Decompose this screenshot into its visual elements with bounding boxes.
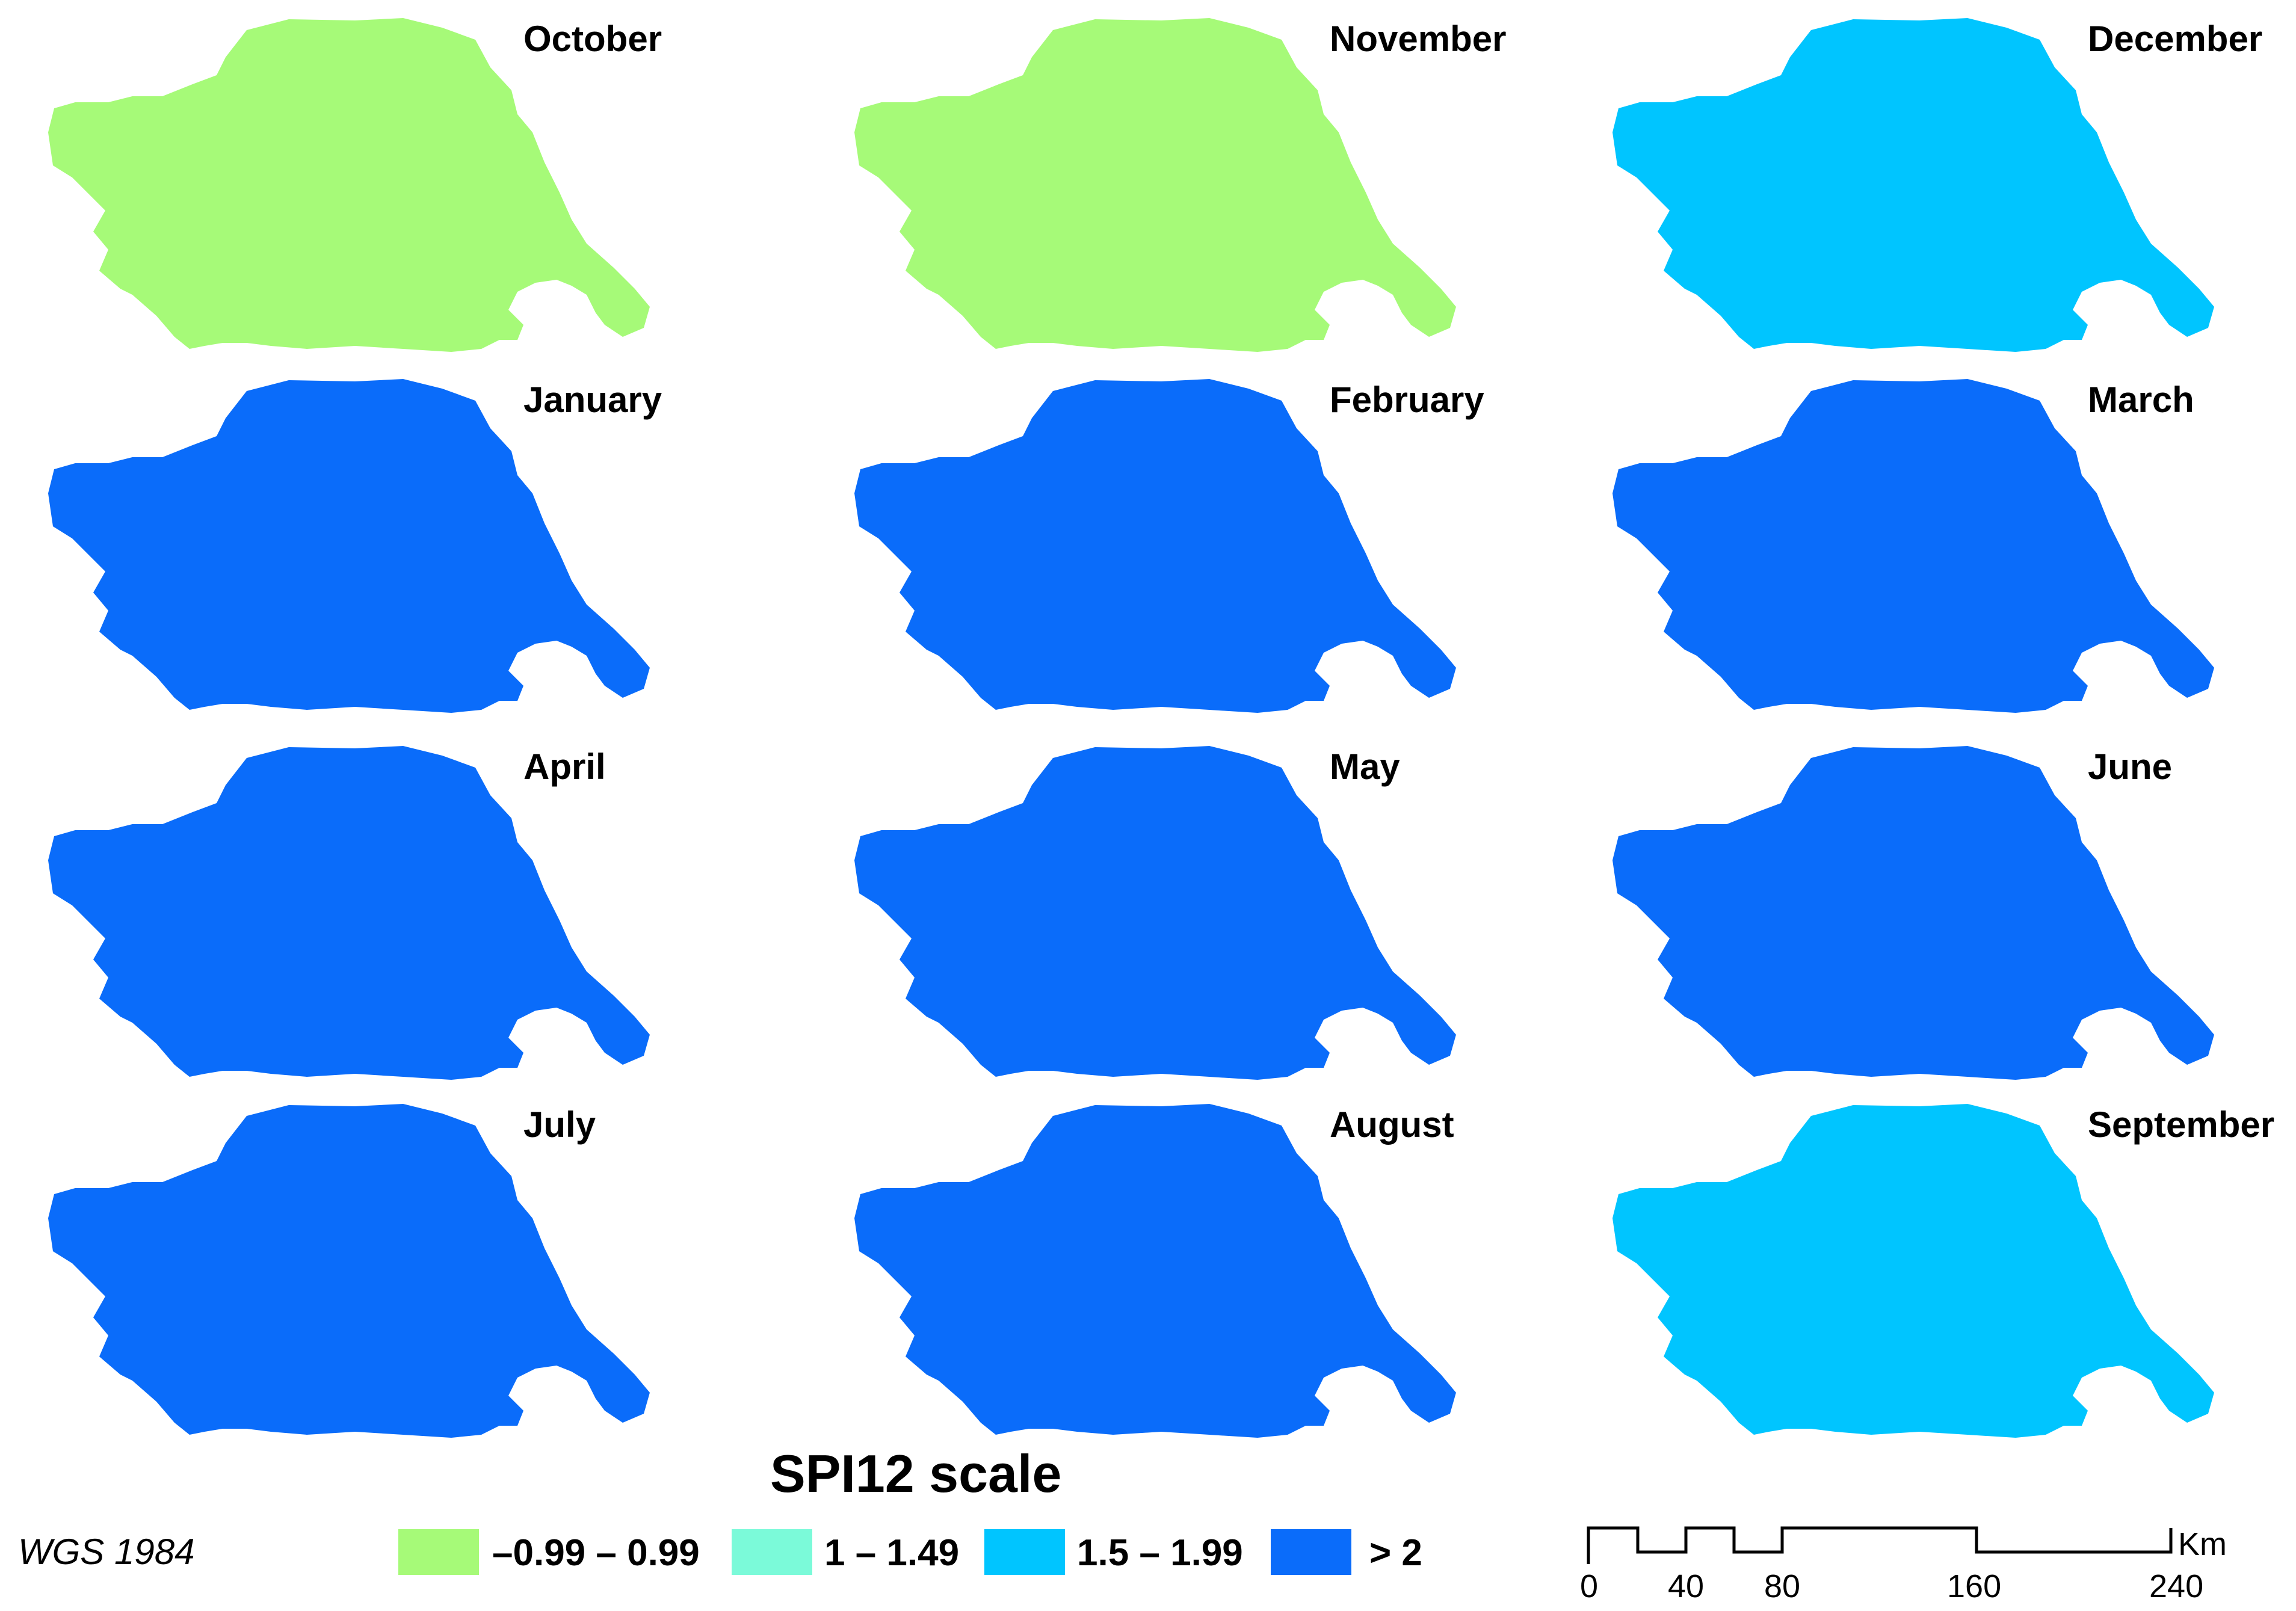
map-panel-august: August (854, 1104, 1456, 1438)
month-title: June (2088, 747, 2172, 787)
legend-swatch-class-3 (984, 1529, 1065, 1575)
map-panel-march: March (1612, 379, 2214, 713)
scale-tick-80: 80 (1764, 1568, 1800, 1604)
month-title: March (2088, 380, 2194, 420)
scale-tick-0: 0 (1580, 1568, 1598, 1604)
month-title: November (1330, 19, 1506, 59)
map-panel-december: December (1612, 18, 2262, 352)
legend-label-class-2: 1 – 1.49 (824, 1532, 959, 1574)
map-panel-may: May (854, 746, 1456, 1080)
month-title: August (1330, 1104, 1454, 1145)
scale-tick-240: 240 (2149, 1568, 2203, 1604)
month-title: December (2088, 19, 2262, 59)
legend-swatch-class-2 (732, 1529, 812, 1575)
legend-label-class-1: –0.99 – 0.99 (492, 1532, 700, 1574)
month-title: July (523, 1104, 596, 1145)
legend-label-class-3: 1.5 – 1.99 (1077, 1532, 1243, 1574)
scale-bar (1587, 1526, 2173, 1564)
month-title: January (523, 380, 662, 420)
legend-title: SPI12 scale (770, 1444, 1061, 1503)
legend-swatch-class-4 (1271, 1529, 1351, 1575)
legend-swatch-class-1 (398, 1529, 479, 1575)
month-title: October (523, 19, 662, 59)
month-title: February (1330, 380, 1484, 420)
map-panel-november: November (854, 18, 1506, 352)
legend: –0.99 – 0.99 1 – 1.49 1.5 – 1.99 > 2 (398, 1529, 1422, 1575)
map-panel-june: June (1612, 746, 2214, 1080)
map-panel-september: September (1612, 1104, 2274, 1438)
map-panel-october: October (48, 18, 662, 352)
map-panel-january: January (48, 379, 662, 713)
month-title: May (1330, 747, 1400, 787)
scale-tick-40: 40 (1668, 1568, 1704, 1604)
scale-tick-160: 160 (1947, 1568, 2001, 1604)
month-title: September (2088, 1104, 2274, 1145)
month-title: April (523, 747, 606, 787)
scale-unit: Km (2178, 1526, 2227, 1562)
map-panel-february: February (854, 379, 1484, 713)
map-panel-april: April (48, 746, 650, 1080)
crs-label: WGS 1984 (18, 1532, 194, 1572)
legend-label-class-4: > 2 (1369, 1532, 1422, 1574)
map-panel-july: July (48, 1104, 650, 1438)
